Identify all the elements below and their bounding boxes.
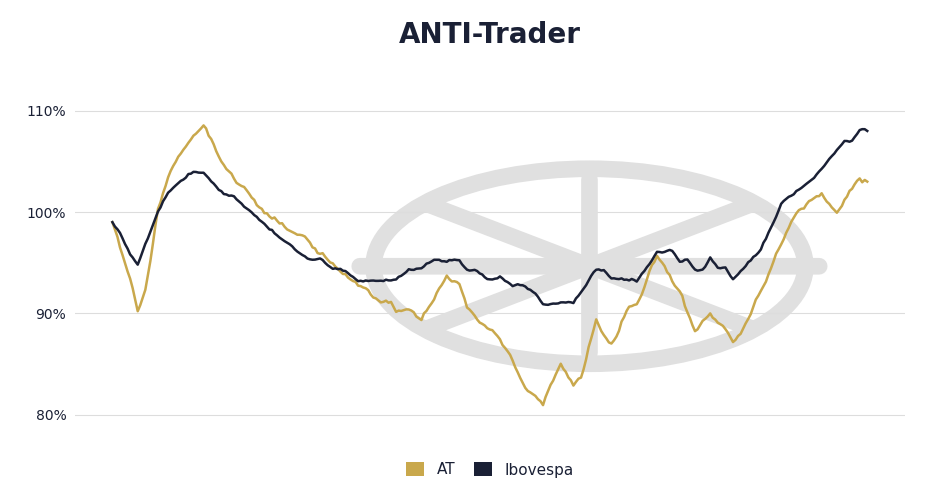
AT (198, 122, 209, 128)
AT (124, 276, 135, 281)
Title: ANTI-Trader: ANTI-Trader (398, 22, 581, 50)
Ibovespa (509, 282, 521, 288)
Ibovespa (106, 219, 118, 225)
Line: Ibovespa: Ibovespa (112, 129, 868, 305)
AT (788, 214, 800, 220)
Line: AT: AT (112, 126, 868, 405)
AT (537, 402, 549, 408)
AT (586, 336, 597, 342)
Ibovespa (862, 128, 873, 134)
Ibovespa (542, 302, 553, 308)
Ibovespa (583, 278, 594, 283)
Ibovespa (856, 126, 868, 132)
AT (707, 314, 718, 320)
AT (512, 370, 523, 376)
Ibovespa (124, 252, 135, 258)
AT (862, 178, 873, 184)
Ibovespa (786, 192, 797, 198)
Ibovespa (704, 254, 716, 260)
Legend: AT, Ibovespa: AT, Ibovespa (400, 456, 579, 483)
Ibovespa (353, 278, 364, 284)
AT (355, 283, 367, 289)
AT (106, 219, 118, 225)
